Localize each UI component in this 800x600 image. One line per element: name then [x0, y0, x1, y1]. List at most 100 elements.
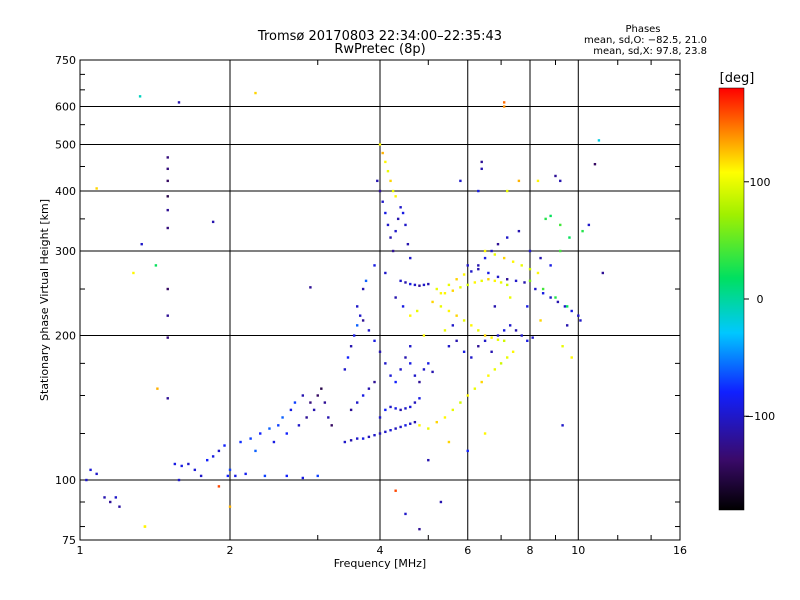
data-point-276	[490, 249, 493, 253]
data-point-76	[378, 432, 382, 435]
y-tick-label-400: 400	[55, 185, 76, 198]
data-point-231	[593, 162, 597, 166]
data-point-53	[305, 416, 308, 419]
data-point-168	[418, 424, 421, 427]
data-point-63	[316, 474, 319, 478]
data-point-282	[549, 264, 552, 267]
data-point-92	[394, 407, 397, 410]
data-point-171	[443, 416, 447, 419]
data-point-224	[554, 174, 557, 178]
data-point-173	[459, 401, 462, 404]
data-point-253	[526, 305, 529, 308]
data-point-196	[483, 249, 487, 253]
data-point-14	[166, 156, 169, 159]
colorbar	[718, 87, 745, 511]
data-point-181	[511, 350, 515, 353]
data-point-198	[502, 256, 506, 260]
plot-frame	[79, 59, 681, 541]
data-point-225	[559, 179, 562, 183]
data-point-142	[409, 282, 412, 286]
data-point-49	[289, 408, 293, 412]
data-point-249	[443, 329, 447, 332]
data-point-258	[565, 324, 569, 327]
data-point-216	[577, 314, 580, 317]
data-point-247	[409, 345, 412, 348]
data-point-46	[277, 424, 280, 427]
data-point-80	[399, 425, 402, 429]
data-point-69	[143, 525, 147, 528]
data-point-30	[199, 474, 203, 478]
data-point-51	[297, 424, 301, 427]
data-point-222	[549, 214, 552, 218]
data-point-273	[470, 270, 473, 273]
data-point-277	[496, 242, 500, 246]
data-point-155	[493, 279, 497, 283]
phase-stats-o: mean, sd,O: −82.5, 21.0	[584, 35, 707, 46]
data-point-148	[443, 292, 447, 295]
y-tick-label-750: 750	[55, 54, 76, 67]
data-point-91	[389, 405, 392, 409]
data-point-213	[556, 300, 560, 304]
data-point-194	[526, 339, 529, 343]
data-point-285	[581, 229, 584, 233]
data-point-117	[427, 362, 430, 365]
data-point-87	[367, 387, 371, 390]
data-point-21	[166, 314, 169, 317]
data-point-256	[570, 356, 573, 359]
data-point-156	[499, 281, 503, 284]
data-point-33	[217, 449, 221, 453]
data-point-187	[483, 339, 487, 343]
data-point-79	[394, 427, 397, 430]
data-point-278	[505, 236, 509, 239]
data-point-245	[427, 458, 430, 462]
data-point-164	[483, 334, 487, 337]
data-point-64	[254, 91, 257, 95]
data-point-217	[528, 279, 532, 283]
data-point-144	[418, 284, 421, 287]
data-point-107	[378, 350, 382, 353]
data-point-123	[386, 223, 390, 227]
data-point-62	[301, 476, 305, 480]
data-point-172	[451, 408, 455, 412]
data-point-184	[462, 350, 466, 353]
data-point-185	[470, 356, 473, 359]
x-tick-label-1: 1	[77, 544, 84, 557]
data-point-232	[601, 271, 605, 275]
data-point-36	[228, 468, 232, 472]
data-point-236	[517, 179, 521, 183]
data-point-159	[447, 309, 451, 313]
data-point-202	[536, 271, 540, 275]
data-point-265	[401, 305, 405, 308]
data-point-95	[409, 405, 412, 409]
data-point-97	[418, 397, 421, 400]
data-point-179	[499, 362, 503, 365]
data-point-24	[173, 462, 177, 466]
data-point-58	[323, 401, 327, 404]
data-point-189	[496, 334, 500, 337]
data-point-261	[364, 279, 368, 283]
x-tick-label-2: 2	[227, 544, 234, 557]
data-point-139	[378, 143, 382, 146]
data-point-257	[579, 319, 582, 322]
colorbar-tick-label-0: 100	[750, 176, 771, 189]
data-point-272	[462, 273, 466, 276]
data-point-183	[455, 339, 458, 343]
data-point-195	[531, 336, 534, 339]
y-tick-label-500: 500	[55, 139, 76, 152]
data-point-98	[343, 368, 347, 371]
colorbar-tick-label-2: −100	[745, 410, 775, 423]
data-point-68	[228, 505, 232, 508]
data-point-12	[154, 264, 158, 267]
y-axis-title: Stationary phase Virtual Height [km]	[38, 199, 51, 401]
data-point-255	[561, 345, 564, 348]
data-point-16	[166, 179, 169, 183]
data-point-248	[422, 334, 426, 337]
data-point-209	[523, 281, 526, 284]
data-point-167	[502, 339, 506, 343]
data-point-149	[451, 289, 455, 292]
data-point-252	[508, 296, 512, 299]
data-point-99	[346, 356, 350, 359]
data-point-52	[301, 394, 305, 397]
data-point-145	[422, 283, 426, 287]
